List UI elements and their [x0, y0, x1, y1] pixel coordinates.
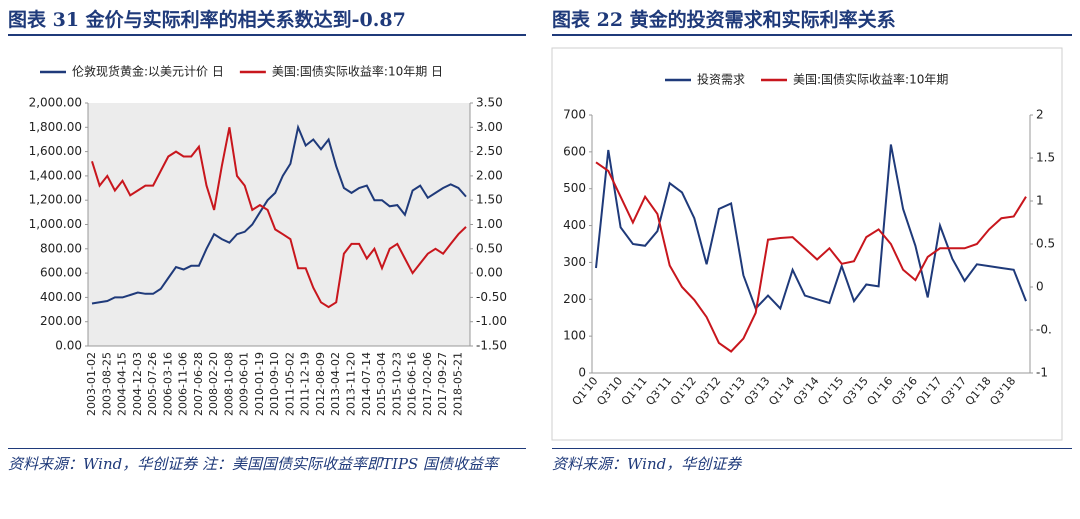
y-tick-label: 200.00 — [40, 314, 82, 328]
series-line — [91, 127, 467, 309]
y-tick-label: 1,400.00 — [29, 168, 82, 182]
y-tick-label: 1,000.00 — [29, 217, 82, 231]
x-tick-label: 2006-03-16 — [161, 352, 174, 416]
x-tick-label: Q1'13 — [717, 375, 748, 408]
y2-tick-label: 3.00 — [476, 120, 503, 134]
x-tick-label: Q1'10 — [570, 375, 601, 408]
y2-tick-label: 0 — [1036, 280, 1044, 294]
y-tick-label: 0.00 — [55, 339, 82, 353]
y2-tick-label: -1 — [1036, 366, 1048, 380]
chart-title: 图表 31 金价与实际利率的相关系数达到-0.87 — [8, 6, 526, 36]
x-tick-label: Q1'16 — [864, 375, 895, 408]
legend-label: 美国:国债实际收益率:10年期 — [793, 72, 948, 87]
y-tick-label: 400.00 — [40, 290, 82, 304]
x-tick-label: Q1'17 — [914, 375, 945, 408]
x-tick-label: Q3'10 — [594, 375, 625, 408]
x-tick-label: Q3'11 — [643, 375, 674, 408]
y-tick-label: 800.00 — [40, 241, 82, 255]
y2-tick-label: 1.5 — [1036, 151, 1055, 165]
y-tick-label: 1,200.00 — [29, 193, 82, 207]
x-tick-label: Q3'18 — [987, 375, 1018, 408]
legend-label: 投资需求 — [697, 72, 745, 87]
x-tick-label: 2014-07-14 — [360, 352, 373, 416]
y-tick-label: 200 — [563, 292, 586, 306]
chart-frame — [551, 47, 1063, 441]
y2-tick-label: -0.50 — [476, 290, 507, 304]
y-tick-label: 600 — [563, 144, 586, 158]
x-tick-label: 2004-12-03 — [131, 352, 144, 416]
x-tick-label: 2015-03-04 — [375, 352, 388, 416]
y2-tick-label: 0.00 — [476, 266, 503, 280]
x-tick-label: Q1'18 — [963, 375, 994, 408]
x-tick-label: 2011-12-19 — [299, 352, 312, 416]
y2-tick-label: 1 — [1036, 194, 1044, 208]
y2-tick-label: 3.50 — [476, 96, 503, 110]
x-tick-label: 2017-09-27 — [436, 352, 449, 416]
y-tick-label: 300 — [563, 255, 586, 269]
y2-tick-label: 2 — [1036, 108, 1044, 122]
chart-title: 图表 22 黄金的投资需求和实际利率关系 — [552, 6, 1072, 36]
y2-tick-label: 1.00 — [476, 217, 503, 231]
x-tick-label: Q1'11 — [619, 375, 650, 408]
y-tick-label: 0 — [578, 366, 586, 380]
y2-tick-label: -0. — [1036, 323, 1052, 337]
x-tick-label: Q3'17 — [938, 375, 969, 408]
x-tick-label: 2013-11-20 — [345, 352, 358, 416]
x-tick-label: 2012-08-09 — [314, 352, 327, 416]
x-tick-label: Q3'12 — [692, 375, 723, 408]
y-tick-label: 1,600.00 — [29, 144, 82, 158]
y-tick-label: 500 — [563, 181, 586, 195]
x-tick-label: 2008-02-20 — [207, 352, 220, 416]
x-tick-label: Q1'14 — [766, 375, 797, 408]
x-tick-label: Q1'15 — [815, 375, 846, 408]
series-line — [595, 161, 1027, 353]
x-tick-label: 2016-06-16 — [406, 352, 419, 416]
x-tick-label: Q3'13 — [742, 375, 773, 408]
x-tick-label: 2003-01-02 — [85, 352, 98, 416]
x-tick-label: 2009-06-01 — [238, 352, 251, 416]
y2-tick-label: -1.00 — [476, 314, 507, 328]
y-tick-label: 100 — [563, 329, 586, 343]
x-tick-label: Q1'12 — [668, 375, 699, 408]
x-tick-label: 2013-04-02 — [329, 352, 342, 416]
x-tick-label: 2008-10-08 — [222, 352, 235, 416]
y2-tick-label: 0.50 — [476, 241, 503, 255]
x-tick-label: Q3'14 — [791, 375, 822, 408]
series-line — [91, 123, 467, 305]
y-tick-label: 1,800.00 — [29, 120, 82, 134]
y-tick-label: 2,000.00 — [29, 96, 82, 110]
x-tick-label: 2010-01-19 — [253, 352, 266, 416]
x-tick-label: 2017-02-06 — [421, 352, 434, 416]
x-tick-label: 2006-11-06 — [177, 352, 190, 416]
y-tick-label: 600.00 — [40, 266, 82, 280]
y2-tick-label: 0.5 — [1036, 237, 1055, 251]
legend-label: 美国:国债实际收益率:10年期 日 — [272, 64, 443, 79]
x-tick-label: 2005-07-26 — [146, 352, 159, 416]
y-tick-label: 700 — [563, 108, 586, 122]
y2-tick-label: -1.50 — [476, 339, 507, 353]
x-tick-label: 2015-10-23 — [390, 352, 403, 416]
y2-tick-label: 2.50 — [476, 144, 503, 158]
y2-tick-label: 2.00 — [476, 168, 503, 182]
legend-label: 伦敦现货黄金:以美元计价 日 — [72, 64, 224, 79]
x-tick-label: 2011-05-02 — [283, 352, 296, 416]
x-tick-label: 2007-06-28 — [192, 352, 205, 416]
y2-tick-label: 1.50 — [476, 193, 503, 207]
x-tick-label: 2003-08-25 — [100, 352, 113, 416]
plot-background — [88, 103, 470, 346]
x-tick-label: 2004-04-15 — [116, 352, 129, 416]
x-tick-label: 2010-09-10 — [268, 352, 281, 416]
source-note: 资料来源：Wind，华创证券 注：美国国债实际收益率即TIPS 国债收益率 — [8, 448, 526, 477]
x-tick-label: 2018-05-21 — [451, 352, 464, 416]
source-note: 资料来源：Wind，华创证券 — [552, 448, 1072, 477]
x-tick-label: Q3'15 — [840, 375, 871, 408]
series-line — [595, 144, 1027, 311]
x-tick-label: Q3'16 — [889, 375, 920, 408]
y-tick-label: 400 — [563, 218, 586, 232]
